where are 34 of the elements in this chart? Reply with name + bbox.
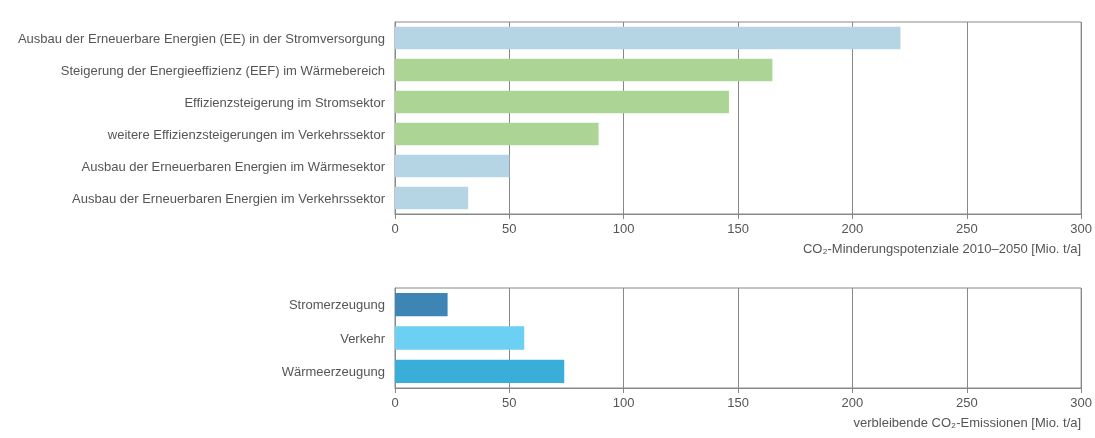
x-tick-label: 300 [1070, 395, 1093, 410]
x-tick-label: 250 [955, 395, 978, 410]
bar [395, 293, 448, 317]
bar [395, 186, 469, 210]
x-tick-label: 100 [612, 395, 635, 410]
bar [395, 90, 729, 114]
bar [395, 359, 565, 383]
y-tick-label: Ausbau der Erneuerbaren Energien im Wärmesektor [81, 158, 386, 174]
x-tick-label: 100 [612, 221, 635, 236]
bar [395, 58, 773, 82]
x-tick-label: 0 [391, 395, 399, 410]
y-tick-label: Verkehr [340, 330, 386, 346]
y-tick-label: Steigerung der Energieeffizienz (EEF) im Wärmebereich [60, 62, 385, 78]
bar [395, 326, 525, 350]
x-tick-label: 50 [502, 395, 517, 410]
x-tick-label: 150 [727, 221, 749, 236]
x-tick-label: 200 [841, 221, 864, 236]
x-axis-title: verbleibende CO₂-Emissionen [Mio. t/a] [853, 415, 1082, 430]
x-tick-label: 200 [841, 395, 864, 410]
y-tick-label: Effizienzsteigerung im Stromsektor [184, 94, 386, 110]
x-tick-label: 250 [955, 221, 978, 236]
x-tick-label: 300 [1070, 221, 1093, 236]
y-tick-label: Wärmeerzeugung [281, 363, 385, 379]
x-tick-label: 150 [727, 395, 749, 410]
y-tick-label: Ausbau der Erneuerbare Energien (EE) in der Stromversorgung [17, 30, 385, 46]
x-axis-title: CO₂-Minderungspotenziale 2010–2050 [Mio. t/a] [802, 241, 1082, 256]
y-tick-label: Stromerzeugung [288, 297, 385, 313]
x-tick-label: 50 [502, 221, 517, 236]
bar [395, 122, 599, 146]
y-tick-label: weitere Effizienzsteigerungen im Verkehrssektor [106, 126, 386, 142]
bar [395, 26, 901, 50]
bar [395, 154, 510, 178]
y-tick-label: Ausbau der Erneuerbaren Energien im Verkehrssektor [72, 190, 386, 206]
x-tick-label: 0 [391, 221, 399, 236]
